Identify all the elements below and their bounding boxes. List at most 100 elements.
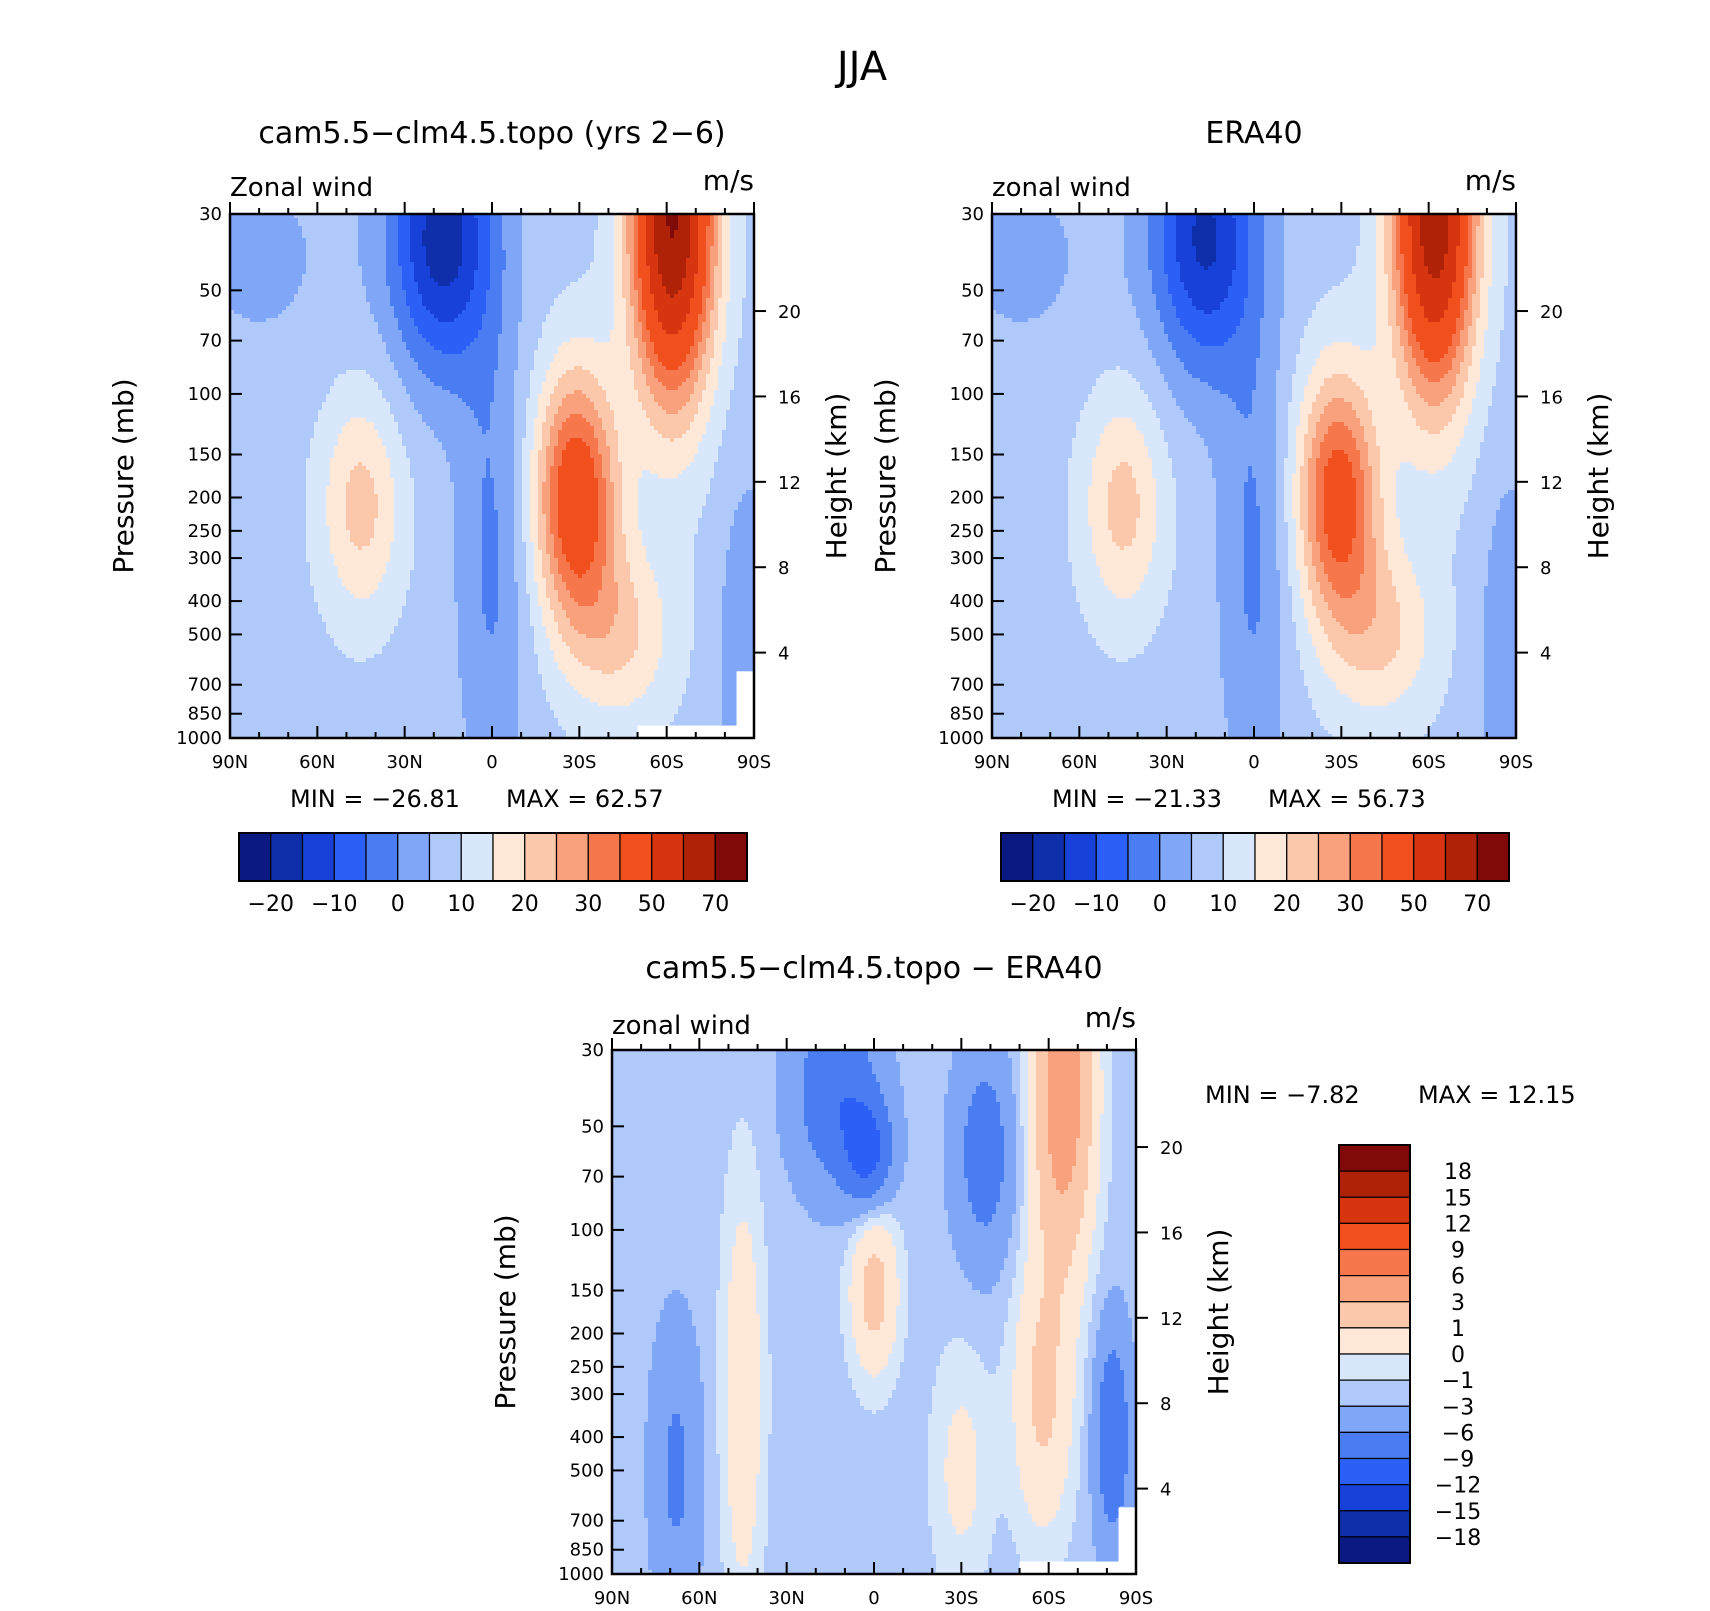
contour-cell [1284,258,1357,263]
contour-cell [386,222,399,227]
contour-cell [1468,226,1473,231]
contour-cell [558,590,571,595]
contour-cell [690,306,703,311]
contour-cell [638,266,651,271]
contour-cell [682,702,723,707]
contour-cell [1156,510,1177,515]
contour-cell [1184,362,1257,367]
contour-cell [1468,250,1473,255]
contour-cell [330,546,359,551]
contour-cell [530,466,539,471]
contour-cell [554,574,563,579]
contour-cell [1316,394,1365,399]
contour-cell [230,234,303,239]
contour-cell [622,234,627,239]
contour-cell [1216,594,1245,599]
contour-cell [638,258,647,263]
contour-cell [626,238,635,243]
contour-cell [638,518,699,523]
contour-cell [482,610,499,615]
contour-cell [450,462,487,467]
contour-cell [1292,602,1305,607]
contour-cell [1172,302,1193,307]
contour-cell [1280,582,1289,587]
contour-cell [686,318,699,323]
contour-cell [1376,318,1389,323]
contour-cell [230,258,307,263]
contour-cell [398,218,411,223]
contour-cell [598,218,615,223]
contour-cell [622,246,627,251]
contour-cell [634,370,643,375]
contour-cell [230,374,339,379]
contour-cell [1368,454,1381,459]
contour-cell [1104,578,1145,583]
contour-cell [1128,290,1153,295]
contour-cell [1448,370,1461,375]
contour-cell [634,286,643,291]
contour-cell [1452,562,1489,567]
contour-cell [662,650,691,655]
contour-cell [1152,290,1169,295]
contour-cell [570,282,615,287]
contour-cell [1196,258,1217,263]
contour-cell [1280,338,1301,343]
contour-cell [1300,486,1309,491]
contour-cell [530,526,539,531]
contour-cell [1292,382,1309,387]
contour-cell [630,570,655,575]
contour-cell [614,254,623,259]
contour-cell [458,314,483,319]
contour-cell [486,294,503,299]
contour-cell [518,602,531,607]
contour-cell [730,278,747,283]
contour-cell [1300,514,1309,519]
contour-cell [1456,546,1493,551]
contour-cell [678,330,695,335]
contour-cell [230,222,299,227]
contour-cell [370,538,395,543]
contour-cell [514,422,527,427]
contour-cell [1388,314,1397,319]
contour-cell [690,222,699,227]
contour-cell [294,298,367,303]
contour-cell [386,278,403,283]
contour-cell [598,518,607,523]
contour-cell [622,258,631,263]
contour-cell [1220,626,1249,631]
contour-cell [1288,550,1297,555]
contour-cell [730,542,754,547]
contour-cell [694,618,723,623]
contour-cell [738,338,754,343]
contour-cell [1448,226,1461,231]
contour-cell [1376,330,1393,335]
contour-cell [358,234,387,239]
contour-cell [370,302,391,307]
contour-cell [1388,554,1409,559]
contour-cell [614,258,623,263]
contour-cell [1148,346,1173,351]
contour-cell [1316,646,1333,651]
contour-cell [1320,390,1365,395]
contour-cell [1464,350,1473,355]
contour-cell [710,490,747,495]
contour-cell [1468,370,1481,375]
contour-cell [594,406,611,411]
contour-cell [1356,534,1365,539]
contour-cell [542,486,551,491]
contour-cell [1148,238,1165,243]
contour-cell [1468,286,1477,291]
contour-cell [382,650,459,655]
contour-cell [1292,478,1301,483]
contour-cell [706,282,711,287]
contour-cell [1504,294,1516,299]
contour-cell [706,342,715,347]
contour-cell [1276,462,1285,467]
contour-cell [1320,554,1333,559]
contour-cell [1280,358,1297,363]
contour-cell [586,418,603,423]
contour-cell [502,290,523,295]
contour-cell [522,470,531,475]
contour-cell [1176,486,1217,491]
contour-cell [1380,494,1397,499]
